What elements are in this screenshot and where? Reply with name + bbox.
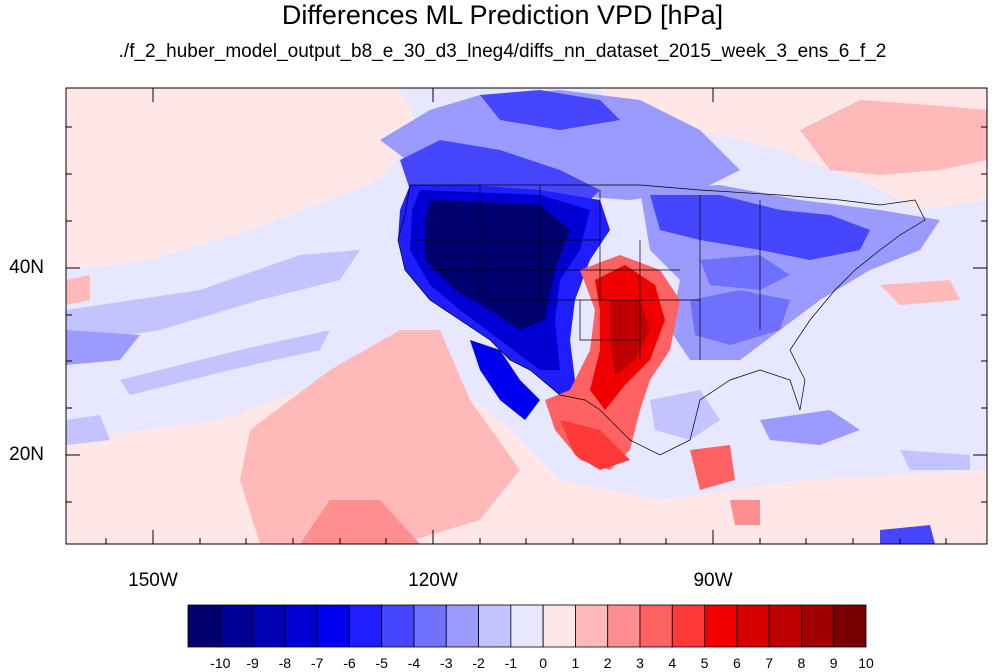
colorbar-box xyxy=(413,604,447,648)
colorbar-label: 4 xyxy=(668,655,677,671)
colorbar-label: 8 xyxy=(797,655,806,671)
colorbar xyxy=(187,604,867,648)
colorbar-label: 3 xyxy=(636,655,644,671)
colorbar-box xyxy=(445,604,479,648)
colorbar-box xyxy=(284,604,318,648)
colorbar-label: -1 xyxy=(504,655,518,671)
colorbar-label: -5 xyxy=(375,655,388,671)
colorbar-label: 10 xyxy=(858,655,874,671)
colorbar-box xyxy=(349,604,383,648)
colorbar-box xyxy=(801,604,835,648)
colorbar-box xyxy=(768,604,802,648)
colorbar-label: 0 xyxy=(539,655,548,671)
colorbar-box xyxy=(478,604,512,648)
colorbar-box xyxy=(671,604,705,648)
colorbar-label: -10 xyxy=(210,655,231,671)
colorbar-label: 5 xyxy=(700,655,709,671)
colorbar-label: -9 xyxy=(246,655,259,671)
lon-label-150w: 150W xyxy=(128,570,178,591)
colorbar-label: -4 xyxy=(407,655,421,671)
colorbar-box xyxy=(510,604,544,648)
colorbar-label: -3 xyxy=(440,655,453,671)
colorbar-label: 2 xyxy=(603,655,612,671)
colorbar-box xyxy=(542,604,576,648)
colorbar-label: -7 xyxy=(310,655,324,671)
chart-subtitle: ./f_2_huber_model_output_b8_e_30_d3_lneg… xyxy=(118,41,887,62)
colorbar-box xyxy=(833,604,867,648)
colorbar-box xyxy=(252,604,286,648)
lon-label-90w: 90W xyxy=(693,570,733,591)
lat-label-20n: 20N xyxy=(9,444,44,465)
map-ticks xyxy=(66,88,987,544)
colorbar-label: 9 xyxy=(829,655,838,671)
colorbar-box xyxy=(575,604,609,648)
colorbar-label: 7 xyxy=(765,655,774,671)
colorbar-label: -8 xyxy=(278,655,292,671)
colorbar-box xyxy=(639,604,673,648)
colorbar-box xyxy=(219,604,253,648)
colorbar-box xyxy=(381,604,415,648)
colorbar-label: -6 xyxy=(343,655,356,671)
lat-label-40n: 40N xyxy=(9,257,44,278)
colorbar-box xyxy=(704,604,738,648)
lon-label-120w: 120W xyxy=(408,570,458,591)
colorbar-label: 1 xyxy=(571,655,580,671)
colorbar-label: -2 xyxy=(472,655,485,671)
map-field xyxy=(66,88,987,544)
colorbar-label: 6 xyxy=(732,655,741,671)
colorbar-box xyxy=(187,604,221,648)
chart-title: Differences ML Prediction VPD [hPa] xyxy=(281,0,724,30)
colorbar-box xyxy=(607,604,641,648)
colorbar-box xyxy=(316,604,350,648)
colorbar-box xyxy=(736,604,770,648)
